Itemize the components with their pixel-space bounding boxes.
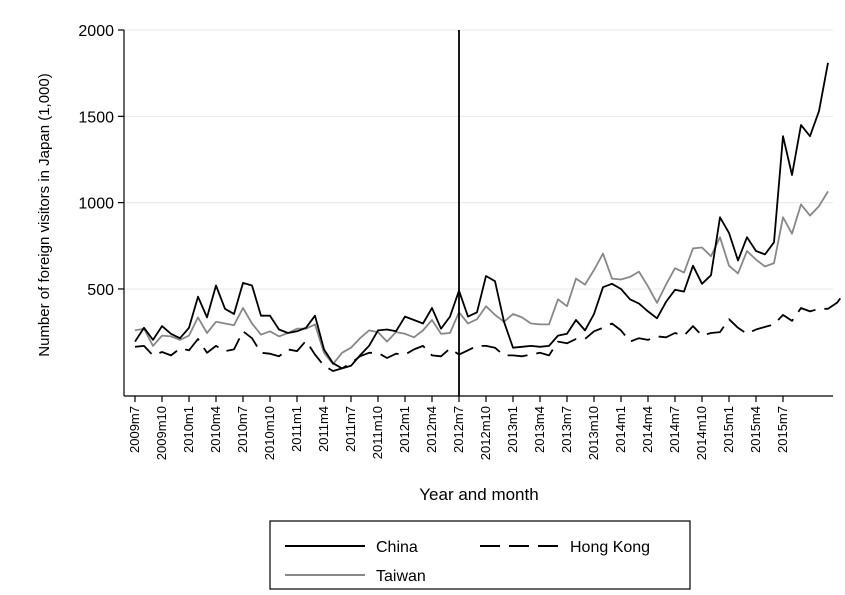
legend-box — [269, 520, 691, 590]
series-line-china — [134, 62, 829, 370]
x-tick-label: 2013m7 — [559, 406, 574, 453]
x-tick-label: 2014m1 — [613, 406, 628, 453]
legend-label-china: China — [376, 539, 418, 556]
x-tick-label: 2010m7 — [235, 406, 250, 453]
x-axis-title: Year and month — [419, 485, 538, 504]
y-tick-label: 500 — [87, 282, 114, 299]
legend-label-taiwan: Taiwan — [376, 568, 426, 585]
x-tick-label: 2010m4 — [208, 406, 223, 453]
x-tick-label: 2012m7 — [451, 406, 466, 453]
x-tick-label: 2010m10 — [262, 406, 277, 460]
x-tick-label: 2013m10 — [586, 406, 601, 460]
x-tick-label: 2015m7 — [775, 406, 790, 453]
x-tick-label: 2012m10 — [478, 406, 493, 460]
axes — [123, 30, 833, 397]
x-tick-label: 2012m1 — [397, 406, 412, 453]
y-ticks: 500 1000 1500 2000 — [78, 23, 124, 299]
x-tick-label: 2012m4 — [424, 406, 439, 453]
y-tick-label: 2000 — [78, 23, 114, 40]
y-axis-title: Number of foreign visitors in Japan (1,0… — [36, 73, 53, 356]
x-tick-label: 2011m4 — [316, 406, 331, 452]
legend-label-hong-kong: Hong Kong — [570, 539, 650, 556]
x-tick-label: 2014m4 — [640, 406, 655, 453]
x-tick-label: 2014m10 — [694, 406, 709, 460]
x-tick-label: 2011m7 — [343, 406, 358, 452]
series-line-hong-kong — [134, 290, 845, 372]
series-line-taiwan — [134, 190, 829, 366]
x-tick-label: 2015m1 — [721, 406, 736, 453]
x-tick-label: 2013m1 — [505, 406, 520, 453]
x-tick-label: 2013m4 — [532, 406, 547, 453]
x-tick-label: 2011m1 — [289, 406, 304, 452]
gridlines — [124, 29, 833, 290]
legend: China Hong Kong Taiwan — [269, 520, 691, 590]
x-tick-label: 2015m4 — [748, 406, 763, 453]
y-tick-label: 1000 — [78, 196, 114, 213]
x-tick-label: 2010m1 — [181, 406, 196, 453]
x-ticks: 2009m7 2009m10 2010m1 2010m4 2010m7 2010m10 20… — [127, 396, 790, 460]
x-tick-label: 2011m10 — [370, 406, 385, 459]
x-tick-label: 2009m7 — [127, 406, 142, 453]
x-tick-label: 2014m7 — [667, 406, 682, 453]
y-tick-label: 1500 — [78, 109, 114, 126]
plot-lines — [134, 62, 845, 372]
x-tick-label: 2009m10 — [154, 406, 169, 460]
